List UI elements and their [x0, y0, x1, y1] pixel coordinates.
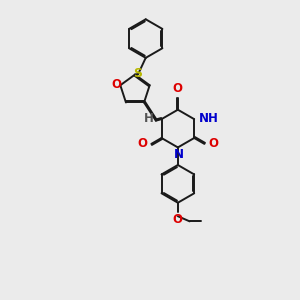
Text: S: S — [133, 68, 142, 80]
Text: O: O — [173, 213, 183, 226]
Text: N: N — [174, 148, 184, 161]
Text: O: O — [112, 78, 122, 91]
Text: H: H — [144, 112, 154, 125]
Text: O: O — [208, 137, 218, 150]
Text: O: O — [138, 137, 148, 150]
Text: NH: NH — [199, 112, 219, 124]
Text: O: O — [173, 82, 183, 95]
